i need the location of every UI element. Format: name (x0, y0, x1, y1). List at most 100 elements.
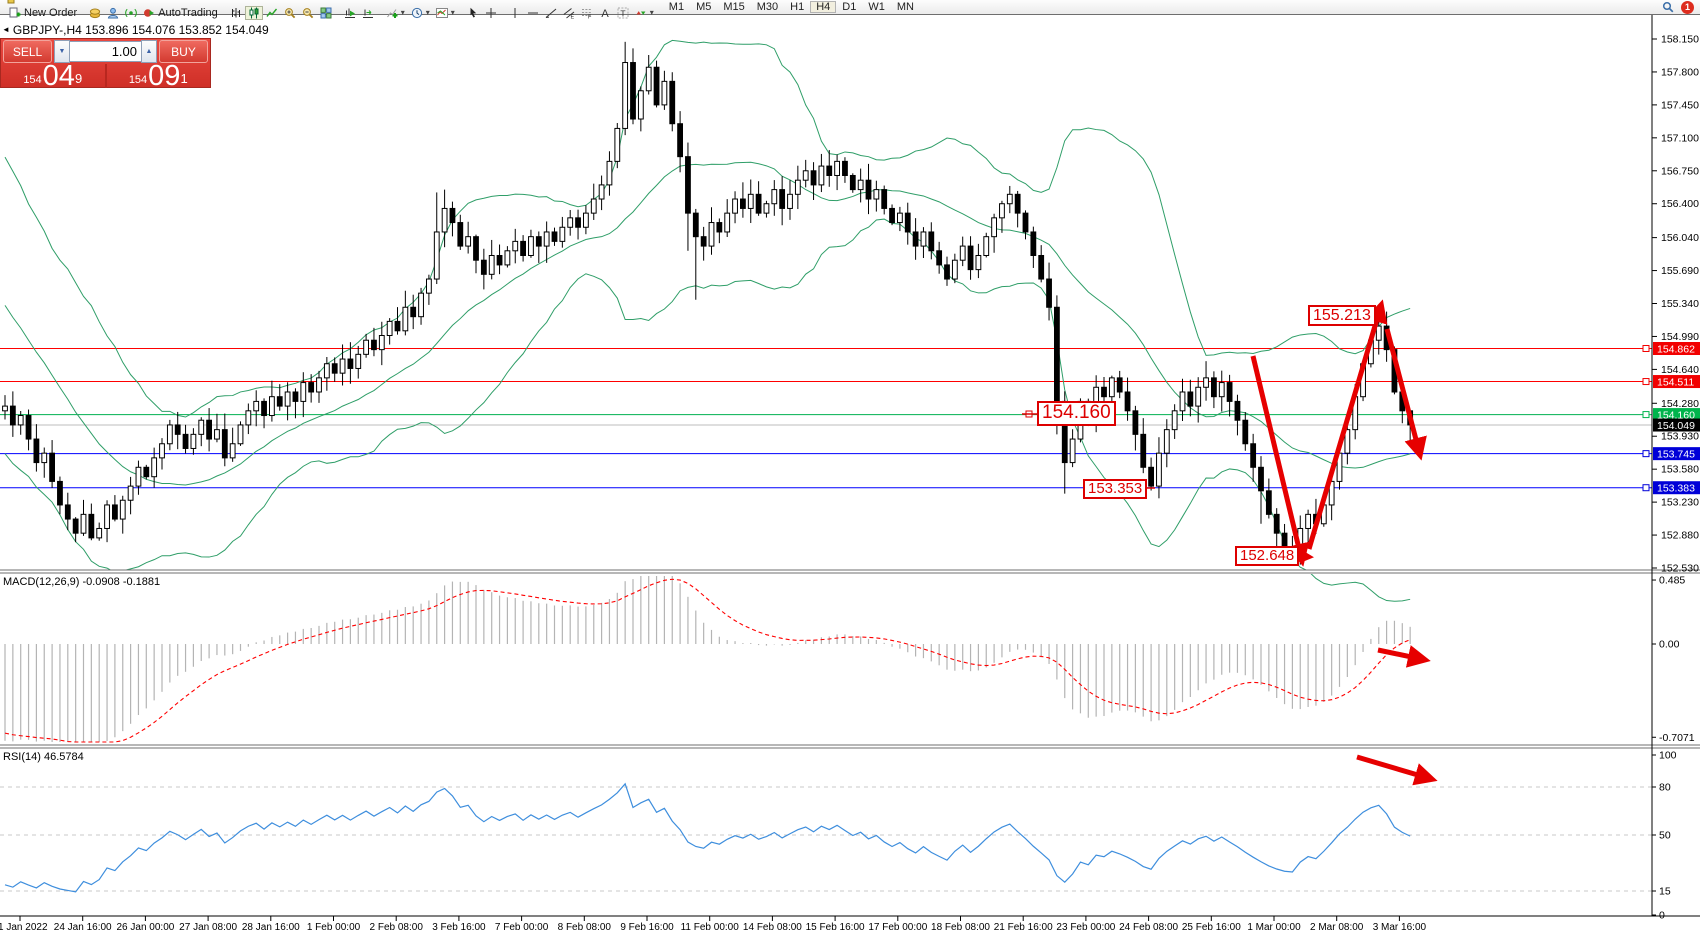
timeframe-m15[interactable]: M15 (723, 0, 745, 13)
signals-icon[interactable] (122, 6, 140, 20)
fibo-icon: F (581, 7, 593, 19)
rsi-tick: 15 (1659, 886, 1671, 898)
text-button[interactable]: A (596, 6, 614, 20)
line-chart-button[interactable] (263, 6, 281, 20)
toolbar-button-label: AutoTrading (158, 7, 218, 19)
cursor-icon (467, 7, 479, 19)
macd-pane (4, 576, 1411, 743)
price-tick: 156.040 (1661, 232, 1699, 244)
community-icon[interactable] (104, 6, 122, 20)
timeframe-h4[interactable]: H4 (810, 0, 837, 13)
equidistant-channel-button[interactable]: E (560, 6, 578, 20)
text-label-button[interactable]: T (614, 6, 632, 20)
time-tick: 3 Mar 16:00 (1373, 922, 1427, 933)
rsi-line (4, 782, 1411, 893)
time-tick: 27 Jan 08:00 (179, 922, 237, 933)
trend-arrow (1306, 299, 1388, 550)
trend-icon (545, 7, 557, 19)
indicators-button[interactable]: ▾ (383, 6, 408, 20)
drawn-objects[interactable] (1022, 299, 1438, 786)
timeframe-d1[interactable]: D1 (842, 0, 857, 13)
rsi-label: RSI(14) 46.5784 (3, 751, 84, 763)
sell-button[interactable]: SELL (3, 40, 52, 63)
zoom-in-icon (284, 7, 296, 19)
horizontal-lines[interactable] (0, 347, 1652, 489)
time-tick: 24 Jan 16:00 (54, 922, 112, 933)
vline-icon (509, 7, 521, 19)
time-tick: 17 Feb 00:00 (868, 922, 927, 933)
price-tick: 157.100 (1661, 132, 1699, 144)
clock-icon (411, 7, 423, 19)
candles (2, 41, 1414, 565)
zoom-out-button[interactable] (299, 6, 317, 20)
templates-button[interactable]: ▾ (433, 6, 458, 20)
new-chart-icon[interactable] (0, 0, 15, 6)
timeframe-m30[interactable]: M30 (756, 0, 779, 13)
time-tick: 2 Feb 08:00 (370, 922, 424, 933)
price-tick: 154.640 (1661, 364, 1699, 376)
new-order-button[interactable]: New Order (6, 6, 80, 20)
volume-down-button[interactable]: ▼ (54, 40, 70, 63)
bar-chart-button[interactable] (227, 6, 245, 20)
horizontal-line-button[interactable] (524, 6, 542, 20)
candlestick-chart-button[interactable] (244, 6, 263, 20)
price-annotation[interactable]: 152.648 (1235, 546, 1300, 567)
shift-icon (362, 7, 374, 19)
autotrading-button[interactable]: AutoTrading (140, 6, 221, 20)
bollinger-upper (4, 39, 1411, 418)
macd-label: MACD(12,26,9) -0.0908 -0.1881 (3, 576, 161, 588)
buy-price[interactable]: 154 09 1 (128, 60, 188, 92)
deposit-icon[interactable] (86, 6, 104, 20)
shapes-icon (635, 7, 647, 19)
auto-scroll-button[interactable] (341, 6, 359, 20)
periods-button[interactable]: ▾ (408, 6, 433, 20)
tile-windows-button[interactable] (317, 6, 335, 20)
chart-canvas[interactable]: 158.150 157.800 157.450 157.100 156.750 156.4… (0, 14, 1700, 935)
fibonacci-button[interactable]: F (578, 6, 596, 20)
crosshair-button[interactable] (482, 6, 500, 20)
price-tick: 152.880 (1661, 530, 1699, 542)
svg-text:T: T (620, 9, 625, 19)
trend-arrow (1377, 645, 1431, 668)
buy-button[interactable]: BUY (159, 40, 208, 63)
price-annotation[interactable]: 153.353 (1083, 479, 1148, 500)
timeframe-m1[interactable]: M1 (668, 0, 685, 13)
notification-badge[interactable]: 1 (1681, 0, 1694, 14)
volume-up-button[interactable]: ▲ (141, 40, 157, 63)
chart-shift-button[interactable] (359, 6, 377, 20)
price-tick: 154.990 (1661, 331, 1699, 343)
time-tick: 14 Feb 08:00 (743, 922, 802, 933)
cursor-button[interactable] (464, 6, 482, 20)
timeframe-w1[interactable]: W1 (868, 0, 885, 13)
volume-input[interactable] (70, 41, 141, 62)
chevron-down-icon: ▾ (450, 8, 455, 17)
arrows-button[interactable]: ▾ (632, 6, 657, 20)
time-axis[interactable]: 21 Jan 2022 24 Jan 16:00 26 Jan 00:00 27 Ja… (0, 916, 1427, 933)
trend-arrow (1356, 754, 1438, 786)
timeframe-h1[interactable]: H1 (790, 0, 805, 13)
rsi-pane (0, 782, 1652, 893)
doc-plus-icon (9, 7, 21, 19)
trendline-button[interactable] (542, 6, 560, 20)
svg-text:E: E (570, 15, 574, 20)
price-divider (104, 64, 107, 88)
svg-text:A: A (601, 8, 609, 19)
price-annotation[interactable]: 155.213 (1308, 305, 1376, 327)
search-icon[interactable] (1659, 0, 1677, 14)
signal-green-icon (125, 7, 137, 19)
sell-price[interactable]: 154 04 9 (23, 60, 83, 92)
zoom-in-button[interactable] (281, 6, 299, 20)
price-tick: 158.150 (1661, 34, 1699, 46)
price-annotation[interactable]: 154.160 (1037, 401, 1116, 426)
timeframe-m5[interactable]: M5 (696, 0, 712, 13)
bollinger-lower (4, 218, 1411, 602)
price-tick: 153.230 (1661, 497, 1699, 509)
price-badge: 153.745 (1657, 449, 1695, 461)
price-badge: 154.049 (1657, 420, 1695, 432)
timeframe-mn[interactable]: MN (896, 0, 914, 13)
price-badge: 153.383 (1657, 483, 1695, 495)
template-icon (435, 7, 448, 19)
autotrade-icon (143, 7, 155, 19)
vertical-line-button[interactable] (506, 6, 524, 20)
